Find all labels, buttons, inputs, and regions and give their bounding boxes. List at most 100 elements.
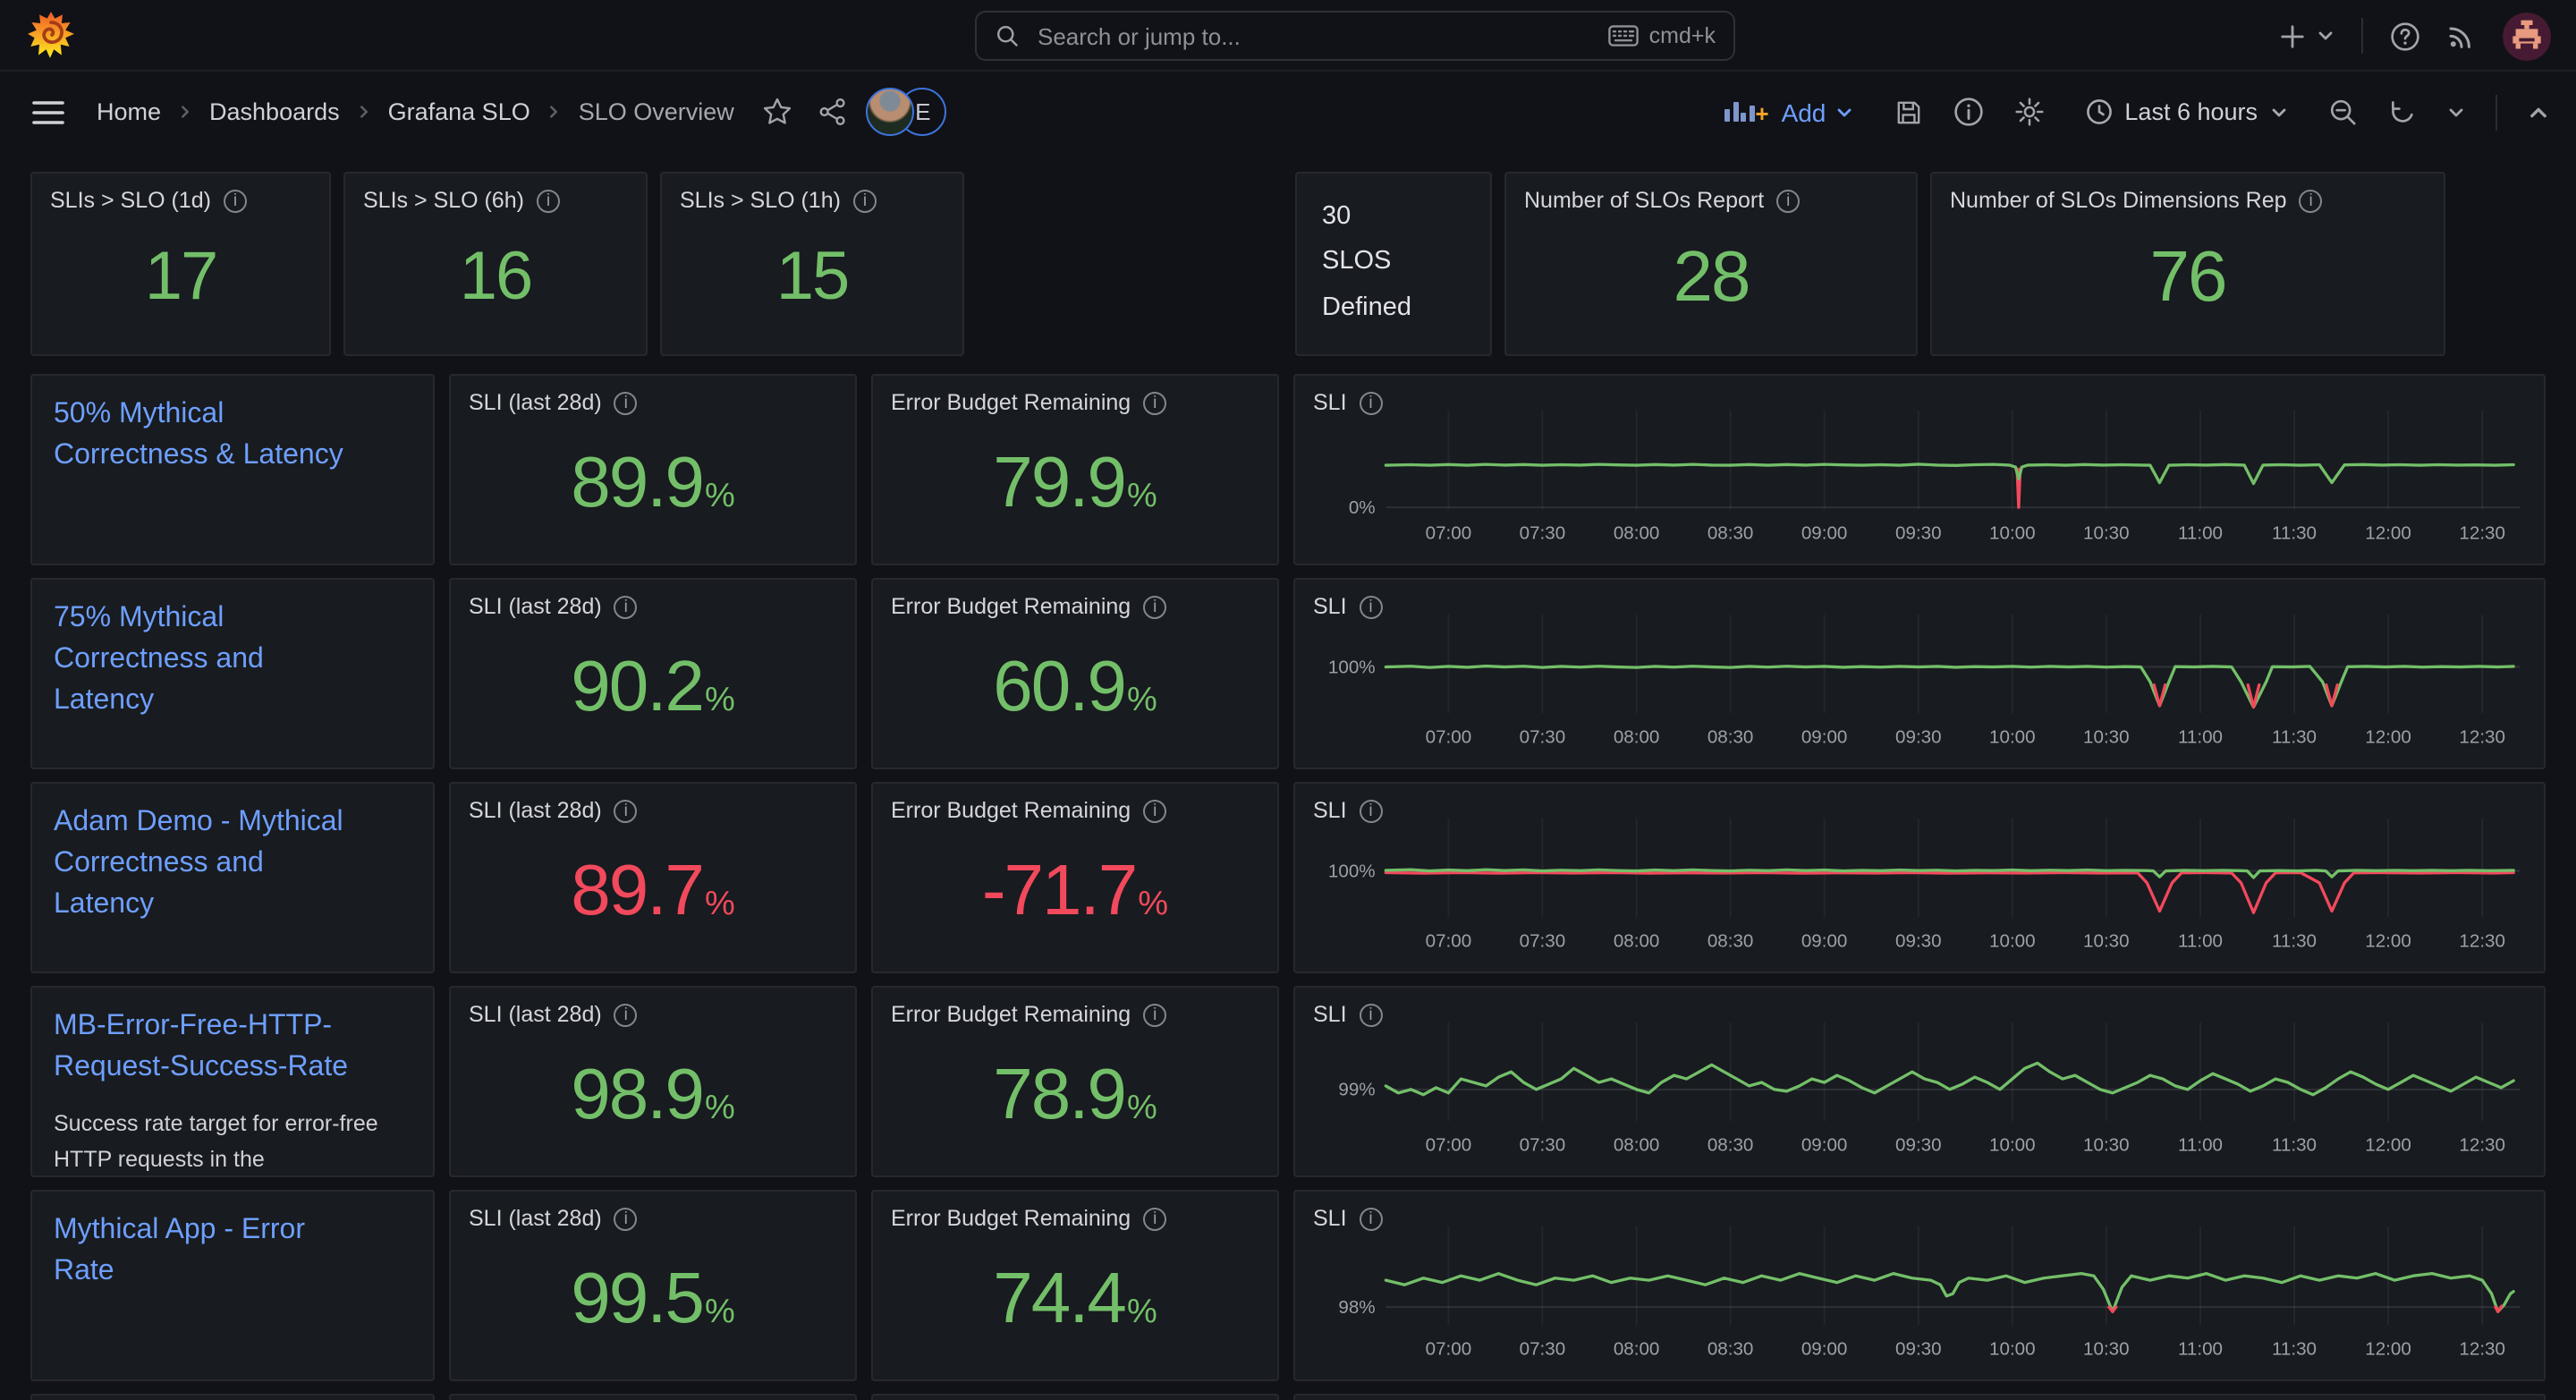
time-range-picker[interactable]: Last 6 hours: [2074, 97, 2299, 127]
slo-title-link[interactable]: Adam Demo - Mythical Correctness and Lat…: [54, 807, 343, 921]
svg-text:09:00: 09:00: [1801, 523, 1848, 544]
breadcrumb-home[interactable]: Home: [97, 98, 162, 125]
svg-text:12:30: 12:30: [2459, 1339, 2505, 1360]
info-icon[interactable]: i: [1359, 799, 1383, 822]
star-dashboard-button[interactable]: [763, 97, 793, 127]
slo-title-panel: [30, 1394, 435, 1400]
text-panel-slos-defined: 30 SLOS Defined: [1295, 172, 1492, 356]
refresh-interval-dropdown[interactable]: [2447, 103, 2465, 121]
error-budget-panel: [871, 1394, 1279, 1400]
svg-text:10:30: 10:30: [2083, 727, 2130, 748]
panel-title: Error Budget Remaining: [891, 1206, 1131, 1231]
svg-text:09:30: 09:30: [1895, 1339, 1942, 1360]
info-icon[interactable]: i: [614, 391, 638, 414]
panel-title: Error Budget Remaining: [891, 1002, 1131, 1027]
slo-title-link[interactable]: Mythical App - Error Rate: [54, 1215, 305, 1287]
slos-defined-text: 30 SLOS Defined: [1322, 202, 1411, 322]
info-icon[interactable]: i: [1143, 1003, 1167, 1026]
info-icon[interactable]: i: [1776, 189, 1801, 212]
dashboard-settings-button[interactable]: [2013, 97, 2044, 127]
info-icon[interactable]: i: [614, 1003, 638, 1026]
svg-text:10:00: 10:00: [1989, 727, 2036, 748]
svg-text:07:30: 07:30: [1520, 1135, 1566, 1156]
stat-panel-slis-slo-1h: SLIs > SLO (1h) i 15: [660, 172, 964, 356]
chevron-right-icon: [356, 104, 372, 120]
svg-text:08:00: 08:00: [1614, 1135, 1660, 1156]
breadcrumb-grafana-slo[interactable]: Grafana SLO: [387, 98, 530, 125]
sli-chart: 98% 07:00 07:30 08:00 08:30 09:00 09:30 10:00 10…: [1295, 1192, 2544, 1379]
breadcrumb: Home Dashboards Grafana SLO SLO Overview: [97, 98, 734, 125]
info-icon[interactable]: i: [614, 595, 638, 618]
sli-value: 98.9%: [571, 1055, 735, 1133]
collapse-toolbar-button[interactable]: [2528, 101, 2549, 123]
zoom-out-time-button[interactable]: [2329, 98, 2358, 126]
svg-text:11:30: 11:30: [2272, 1135, 2317, 1156]
presence-avatar-photo[interactable]: [866, 88, 915, 136]
svg-text:09:30: 09:30: [1895, 523, 1942, 544]
dashboard-insights-button[interactable]: [1953, 97, 1983, 127]
svg-text:11:30: 11:30: [2272, 727, 2317, 748]
panel-title: SLI: [1313, 594, 1347, 619]
slo-title-link[interactable]: 50% Mythical Correctness & Latency: [54, 399, 343, 471]
search-input[interactable]: [1034, 21, 1594, 51]
stat-value: 17: [144, 239, 219, 314]
svg-text:07:30: 07:30: [1520, 931, 1566, 952]
help-button[interactable]: [2390, 21, 2420, 51]
svg-text:07:30: 07:30: [1520, 727, 1566, 748]
info-icon[interactable]: i: [1359, 595, 1383, 618]
svg-text:09:00: 09:00: [1801, 727, 1848, 748]
info-icon[interactable]: i: [614, 1207, 638, 1230]
slo-title-panel: 75% Mythical Correctness and Latency: [30, 578, 435, 769]
info-icon[interactable]: i: [1359, 391, 1383, 414]
slo-description: Success rate target for error-free HTTP …: [54, 1111, 378, 1172]
slo-title-link[interactable]: MB-Error-Free-HTTP-Request-Success-Rate: [54, 1011, 349, 1083]
sli-stat-panel: SLI (last 28d) i 89.9%: [449, 374, 857, 565]
info-icon[interactable]: i: [1359, 1003, 1383, 1026]
panel-title: SLIs > SLO (1h): [680, 188, 841, 213]
slo-title-link[interactable]: 75% Mythical Correctness and Latency: [54, 603, 264, 717]
svg-text:12:00: 12:00: [2365, 1135, 2411, 1156]
info-icon[interactable]: i: [1359, 1207, 1383, 1230]
panel-title: SLI (last 28d): [469, 798, 602, 823]
add-panel-button[interactable]: + Add: [1714, 96, 1863, 128]
panel-title: SLI: [1313, 1206, 1347, 1231]
menu-toggle-button[interactable]: [32, 99, 64, 124]
info-icon[interactable]: i: [1143, 595, 1167, 618]
sli-timeseries-panel: SLI i 0% 07:00 07:30 08:00 08:30 09:00 09:30 10:…: [1293, 374, 2546, 565]
info-icon[interactable]: i: [223, 189, 247, 212]
panel-title: SLI: [1313, 1002, 1347, 1027]
dashboard-canvas: SLIs > SLO (1d) i 17 SLIs > SLO (6h) i 16 …: [0, 152, 2576, 1400]
stat-panel-slos-dimensions: Number of SLOs Dimensions Rep i 76: [1930, 172, 2445, 356]
user-avatar[interactable]: [2503, 12, 2551, 60]
grafana-logo-icon[interactable]: [27, 11, 75, 59]
info-icon[interactable]: i: [852, 189, 877, 212]
top-navbar: cmd+k: [0, 0, 2576, 72]
svg-text:10:00: 10:00: [1989, 1135, 2036, 1156]
svg-text:11:30: 11:30: [2272, 1339, 2317, 1360]
svg-text:10:00: 10:00: [1989, 523, 2036, 544]
global-search[interactable]: cmd+k: [975, 11, 1735, 61]
breadcrumb-dashboards[interactable]: Dashboards: [209, 98, 340, 125]
sli-stat-panel: SLI (last 28d) i 89.7%: [449, 782, 857, 973]
panel-title: SLI (last 28d): [469, 1002, 602, 1027]
refresh-button[interactable]: [2388, 98, 2417, 126]
info-icon[interactable]: i: [1143, 391, 1167, 414]
info-icon[interactable]: i: [614, 799, 638, 822]
sli-timeseries-panel: SLI i 99% 07:00 07:30 08:00 08:30 09:00 09:30 10…: [1293, 986, 2546, 1177]
info-icon[interactable]: i: [1143, 799, 1167, 822]
svg-text:09:30: 09:30: [1895, 931, 1942, 952]
svg-text:09:00: 09:00: [1801, 931, 1848, 952]
news-button[interactable]: [2447, 21, 2476, 50]
slo-title-panel: Adam Demo - Mythical Correctness and Lat…: [30, 782, 435, 973]
svg-text:12:00: 12:00: [2365, 523, 2411, 544]
info-icon[interactable]: i: [2299, 189, 2323, 212]
new-button[interactable]: [2279, 22, 2334, 49]
chevron-down-icon: [2318, 31, 2333, 40]
share-dashboard-button[interactable]: [818, 97, 849, 127]
save-dashboard-button[interactable]: [1894, 98, 1922, 126]
info-icon[interactable]: i: [536, 189, 560, 212]
svg-text:11:30: 11:30: [2272, 523, 2317, 544]
info-icon[interactable]: i: [1143, 1207, 1167, 1230]
sli-value: 89.7%: [571, 851, 735, 929]
svg-text:10:30: 10:30: [2083, 1135, 2130, 1156]
